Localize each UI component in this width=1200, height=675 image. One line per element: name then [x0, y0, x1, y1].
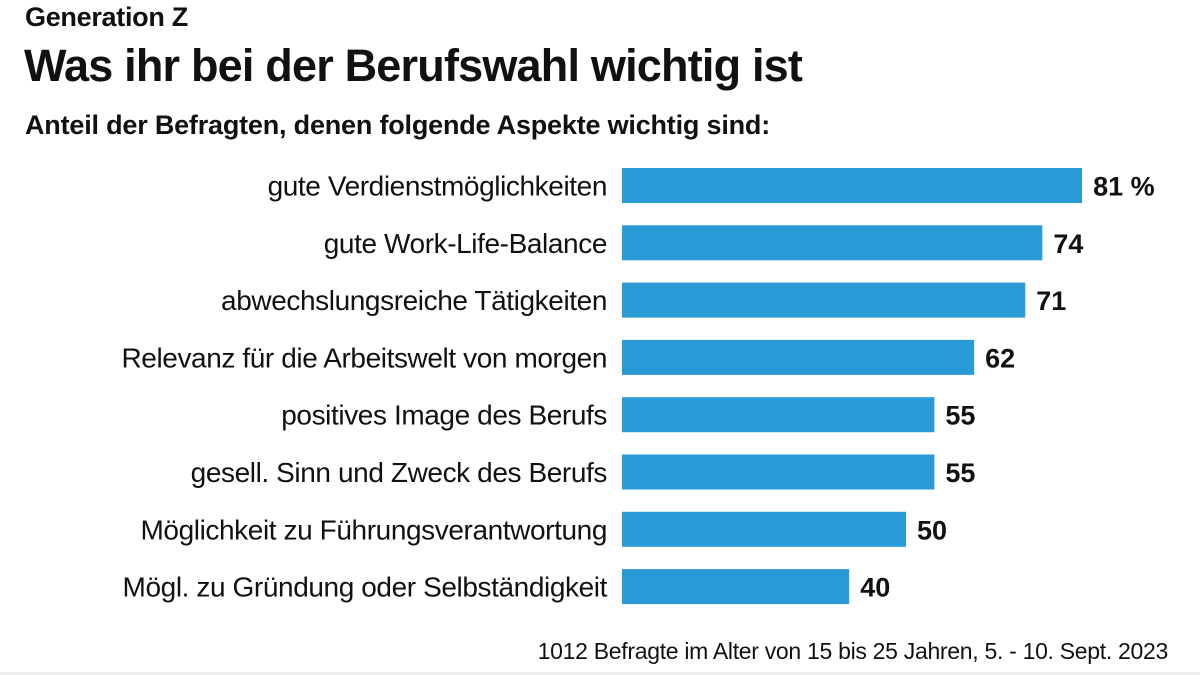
category-label: gesell. Sinn und Zweck des Berufs: [191, 457, 607, 488]
value-label: 50: [917, 515, 947, 545]
bar: [622, 454, 935, 490]
bar: [622, 397, 935, 433]
chart-subtitle: Anteil der Befragten, denen folgende Asp…: [25, 110, 770, 140]
category-label: positives Image des Berufs: [281, 400, 607, 431]
source-note: 1012 Befragte im Alter von 15 bis 25 Jah…: [537, 638, 1169, 664]
value-label: 71: [1036, 286, 1066, 316]
chart-kicker: Generation Z: [25, 2, 188, 32]
bar: [622, 569, 850, 605]
category-label: Möglichkeit zu Führungsverantwortung: [140, 514, 607, 545]
category-label: abwechslungsreiche Tätigkeiten: [221, 285, 607, 316]
bar: [622, 225, 1043, 261]
bar: [622, 339, 975, 375]
category-label: Relevanz für die Arbeitswelt von morgen: [121, 342, 607, 373]
chart-title: Was ihr bei der Berufswahl wichtig ist: [24, 40, 803, 91]
bar: [622, 282, 1026, 318]
divider: [0, 672, 1200, 675]
value-label: 74: [1053, 229, 1083, 259]
value-label: 81 %: [1093, 172, 1155, 202]
category-label: gute Verdienstmöglichkeiten: [268, 171, 607, 202]
bar: [622, 511, 906, 547]
value-label: 55: [945, 458, 975, 488]
value-label: 55: [945, 401, 975, 431]
category-label: Mögl. zu Gründung oder Selbständigkeit: [123, 572, 608, 603]
bar: [622, 168, 1083, 203]
value-label: 62: [985, 343, 1015, 373]
value-label: 40: [860, 573, 890, 603]
category-label: gute Work-Life-Balance: [324, 228, 607, 259]
